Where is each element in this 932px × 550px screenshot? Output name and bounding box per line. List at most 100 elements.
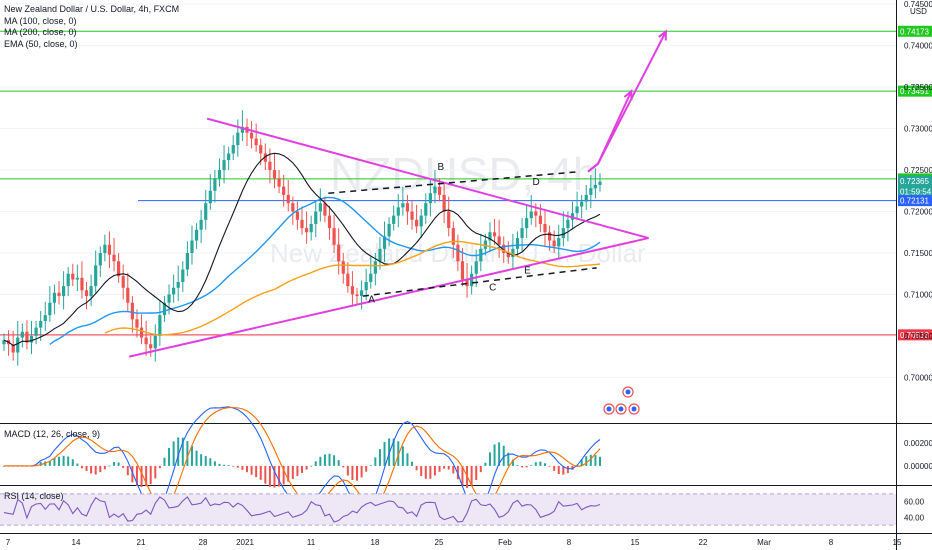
- time-tick-label: 2021: [236, 538, 254, 547]
- candle-body: [323, 203, 327, 216]
- legend-title[interactable]: New Zealand Dollar / U.S. Dollar, 4h, FX…: [4, 4, 180, 14]
- price-tag-label: 0.72131: [900, 197, 929, 206]
- macd-histogram-bar: [113, 462, 116, 466]
- macd-histogram-bar: [566, 465, 569, 474]
- candle-body: [552, 240, 556, 247]
- macd-histogram-bar: [278, 465, 281, 487]
- candle-body: [318, 203, 322, 212]
- rsi-tick-label: 40.00: [904, 513, 925, 522]
- event-markers[interactable]: [603, 386, 640, 415]
- macd-histogram-bar: [328, 453, 331, 466]
- candle-body: [11, 344, 15, 353]
- drawings[interactable]: A B C D E: [128, 29, 667, 358]
- price-tag: [898, 25, 932, 37]
- legend-ma100[interactable]: MA (100, close, 0): [4, 15, 77, 26]
- candle-body: [575, 206, 579, 214]
- ma200-line: [104, 240, 601, 336]
- macd-tick-label: 0.00200: [904, 439, 932, 448]
- price-tick-label: 0.73000: [904, 125, 932, 134]
- candle-body: [364, 282, 368, 291]
- rsi-label[interactable]: RSI (14, close): [4, 491, 64, 501]
- macd-histogram-bar: [397, 441, 400, 466]
- macd-histogram-bar: [502, 445, 505, 466]
- candle-body: [103, 244, 107, 253]
- macd-histogram-bar: [135, 465, 138, 486]
- candle-body: [497, 236, 501, 245]
- macd-histogram-bar: [90, 465, 93, 474]
- legend-ma200[interactable]: MA (200, close, 0): [4, 27, 77, 37]
- candle-body: [538, 215, 543, 224]
- time-tick-label: 8: [567, 538, 572, 547]
- time-tick-label: 7: [6, 538, 11, 547]
- macd-histogram-bar: [268, 465, 271, 487]
- candle-body: [382, 236, 387, 249]
- macd-histogram-bar: [39, 461, 42, 466]
- candle-body: [309, 223, 313, 233]
- ema50-line: [49, 196, 601, 345]
- macd-histogram-bar: [530, 465, 533, 466]
- macd-histogram-bar: [62, 455, 65, 466]
- macd-histogram-bar: [67, 456, 70, 466]
- candle-body: [153, 335, 157, 349]
- price-tag-label: 0.72365: [900, 177, 929, 186]
- macd-histogram-bar: [245, 465, 248, 473]
- horizontal-levels[interactable]: [0, 30, 896, 336]
- rsi-line: [3, 496, 601, 523]
- macd-histogram-bar: [177, 437, 180, 466]
- macd-histogram-bar: [589, 454, 592, 466]
- candle-body: [190, 240, 194, 253]
- macd-histogram-bar: [534, 462, 537, 466]
- macd-histogram-bar: [259, 465, 262, 480]
- price-tag: [898, 85, 932, 97]
- candle-body: [534, 211, 538, 216]
- macd-histogram-bar: [314, 461, 317, 466]
- candle-body: [98, 252, 102, 266]
- candle-body: [369, 273, 373, 282]
- candle-body: [300, 219, 304, 229]
- candle-body: [199, 219, 203, 230]
- watermark-symbol: NZDUSD, 4h: [330, 148, 598, 200]
- candle-body: [89, 286, 93, 297]
- candle-body: [295, 211, 300, 220]
- price-tick-label: 0.70000: [904, 373, 932, 382]
- candle-body: [268, 161, 272, 171]
- candle-body: [447, 211, 451, 229]
- macd-histogram-bar: [145, 465, 148, 487]
- candle-body: [84, 290, 89, 297]
- macd-histogram-bar: [406, 453, 409, 466]
- candle-body: [332, 228, 336, 245]
- macd-histogram-bar: [181, 437, 184, 466]
- time-tick-label: 28: [199, 538, 208, 547]
- macd-histogram-bar: [475, 465, 478, 480]
- macd-histogram-bar: [452, 465, 455, 474]
- candle-body: [107, 244, 112, 255]
- price-tag-label: 0.70513: [900, 331, 929, 340]
- price-tick-label: 0.74500: [904, 0, 932, 9]
- macd-histogram-bar: [374, 457, 377, 466]
- candle-body: [43, 315, 47, 321]
- candle-body: [520, 228, 524, 239]
- projection-arrow-head: [658, 29, 667, 41]
- macd-histogram-bar: [461, 465, 464, 486]
- candle-body: [139, 327, 144, 338]
- macd-histogram-bar: [351, 465, 354, 480]
- macd-histogram-bar: [204, 456, 207, 466]
- candle-body: [547, 232, 552, 241]
- candle-body: [492, 232, 497, 237]
- macd-histogram-bar: [186, 441, 189, 466]
- macd-histogram-bar: [172, 441, 175, 466]
- macd-label[interactable]: MACD (12, 26, close, 9): [4, 429, 101, 439]
- macd-histogram-bar: [287, 465, 290, 482]
- candle-body: [272, 170, 277, 179]
- macd-histogram-bar: [296, 465, 299, 477]
- candle-body: [75, 277, 79, 280]
- macd-histogram-bar: [232, 465, 235, 467]
- triangle-upper-line: [206, 117, 649, 240]
- candle-body: [240, 126, 245, 133]
- legend-ema50[interactable]: EMA (50, close, 0): [4, 38, 78, 49]
- time-tick-label: Mar: [757, 538, 771, 547]
- macd-histogram-bar: [241, 465, 244, 470]
- time-tick-label: 11: [307, 538, 316, 547]
- macd-histogram-bar: [594, 455, 597, 466]
